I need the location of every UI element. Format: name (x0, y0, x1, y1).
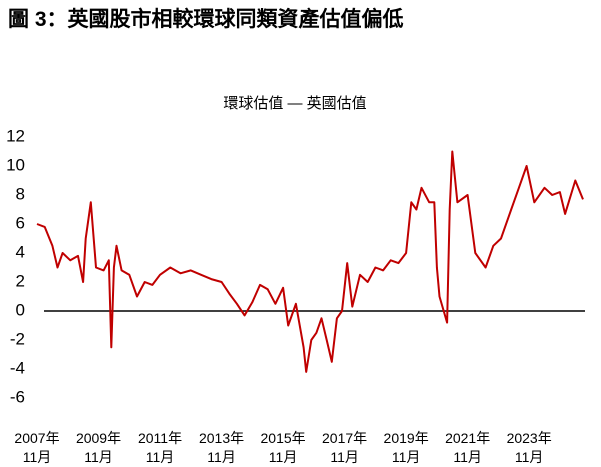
x-tick-label: 2013年 11月 (199, 430, 244, 465)
y-tick-label: 8 (16, 184, 25, 203)
x-tick-label: 2011年 11月 (138, 430, 182, 465)
x-tick-label: 2019年 11月 (384, 430, 429, 465)
x-tick-label: 2007年 11月 (14, 430, 59, 465)
y-tick-label: 0 (16, 300, 25, 319)
chart-title: 圖 3：英國股市相較環球同類資產估值偏低 (8, 7, 404, 31)
x-tick-label: 2015年 11月 (261, 430, 306, 465)
x-tick-label: 2017年 11月 (322, 430, 367, 465)
y-tick-label: 12 (6, 126, 25, 145)
x-tick-label: 2023年 11月 (507, 430, 552, 465)
legend-label: 環球估值 — 英國估值 (223, 94, 366, 112)
y-tick-label: 10 (6, 155, 25, 174)
y-tick-label: 6 (16, 213, 25, 232)
y-tick-label: 4 (16, 242, 25, 261)
x-tick-label: 2021年 11月 (445, 430, 490, 465)
y-tick-label: -4 (10, 358, 25, 377)
y-tick-label: -2 (10, 329, 25, 348)
data-line (36, 150, 584, 373)
y-tick-label: 2 (16, 271, 25, 290)
x-tick-label: 2009年 11月 (76, 430, 121, 465)
y-tick-label: -6 (10, 387, 25, 406)
